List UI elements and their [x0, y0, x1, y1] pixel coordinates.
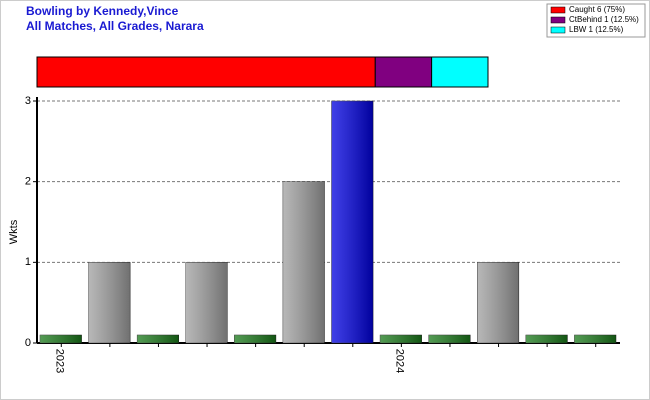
bar-shade: [88, 262, 131, 343]
bar-shade: [282, 181, 325, 343]
chart-title: Bowling by Kennedy,Vince: [26, 4, 179, 18]
legend-swatch: [550, 16, 566, 24]
legend-label: CtBehind 1 (12.5%): [569, 15, 639, 24]
bar-shade: [477, 262, 519, 343]
stacked-segment: [36, 56, 376, 88]
y-tick-label: 3: [25, 95, 31, 107]
stacked-segment: [374, 56, 433, 88]
y-tick-label: 0: [25, 337, 31, 349]
bar-shade: [428, 335, 471, 343]
y-tick-label: 2: [25, 176, 31, 188]
bar-shade: [380, 335, 422, 343]
bar-shade: [185, 262, 228, 343]
x-tick-label: 2023: [53, 349, 65, 373]
bar-shade: [525, 335, 568, 343]
y-axis-label: Wkts: [8, 219, 20, 244]
bar-shade: [331, 101, 374, 343]
legend-label: LBW 1 (12.5%): [569, 25, 624, 34]
chart-subtitle: All Matches, All Grades, Narara: [26, 19, 204, 33]
legend-label: Caught 6 (75%): [569, 5, 625, 14]
legend-swatch: [550, 6, 566, 14]
stacked-segment: [431, 56, 489, 88]
bar-shade: [574, 335, 616, 343]
bar-shade: [40, 335, 82, 343]
legend-swatch: [550, 26, 566, 34]
y-tick-label: 1: [25, 256, 31, 268]
bar-shade: [234, 335, 276, 343]
x-tick-label: 2024: [393, 349, 405, 373]
bar-shade: [137, 335, 179, 343]
